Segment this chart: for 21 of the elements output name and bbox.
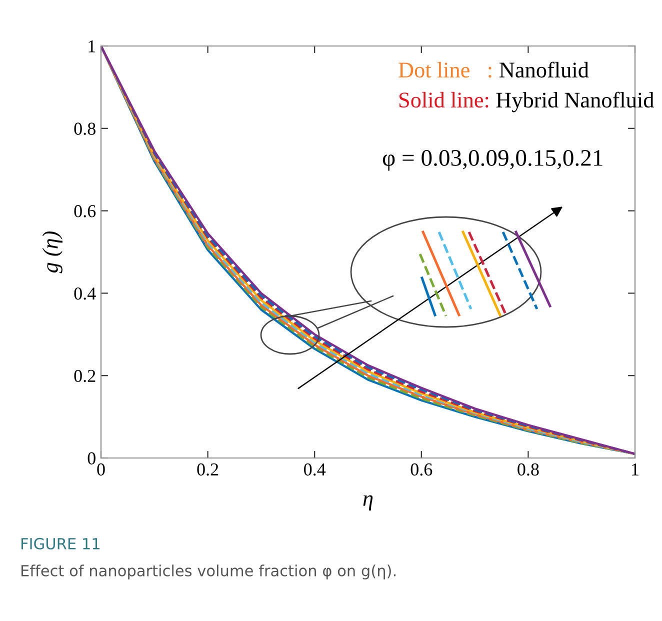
annotation: Hybrid Nanofluid: [496, 92, 654, 112]
y-tick-label: 1: [88, 40, 96, 52]
x-tick-label: 0.2: [197, 463, 218, 476]
y-axis-title: g (η): [42, 231, 62, 274]
annotation: Solid line:: [399, 92, 488, 108]
x-tick-label: 0: [97, 463, 105, 476]
x-tick-label: 1: [632, 463, 638, 476]
caption: FIGURE 11: [22, 538, 100, 550]
x-tick-label: 0.6: [410, 463, 432, 476]
annotation: Nanofluid: [500, 62, 589, 78]
y-tick-label: 0.2: [74, 370, 96, 382]
y-tick-label: 0.6: [74, 205, 96, 218]
annotation: φ = 0.03,0.09,0.15,0.21: [382, 150, 602, 171]
x-tick-label: 0.4: [304, 463, 326, 476]
annotation: Dot line :: [398, 62, 492, 78]
y-tick-label: 0.8: [74, 122, 96, 135]
y-tick-label: 0: [88, 452, 96, 464]
x-tick-label: 0.8: [518, 463, 539, 476]
y-tick-label: 0.4: [74, 287, 96, 300]
x-axis-title: η: [363, 495, 373, 510]
text: Effect of nanoparticles volume fraction φ on g(η).: [22, 564, 396, 580]
